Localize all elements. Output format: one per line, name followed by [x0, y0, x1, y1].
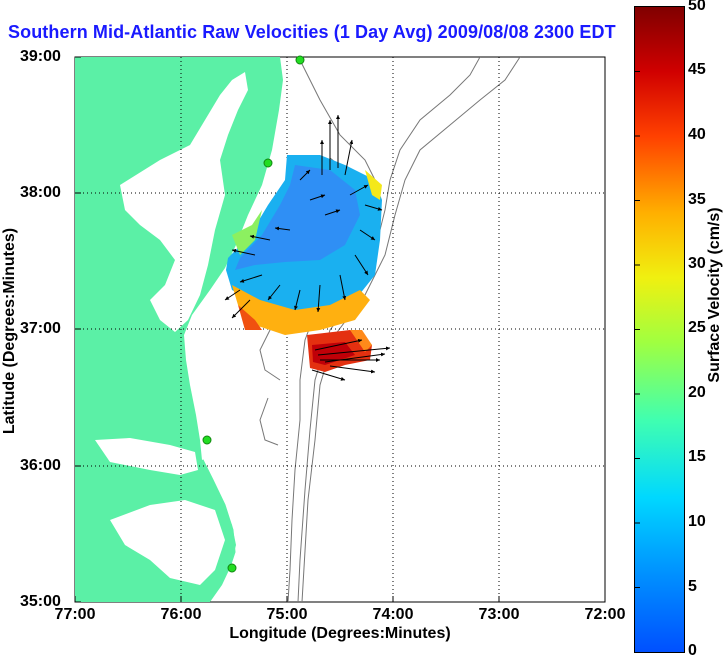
velocity-edge-south — [232, 285, 370, 335]
radar-station-marker — [227, 563, 237, 573]
colorbar-label: Surface Velocity (cm/s) — [706, 207, 723, 383]
y-tick-label: 39:00 — [20, 48, 61, 65]
colorbar-tick-label: 40 — [688, 126, 706, 143]
velocity-edge-sw — [238, 305, 262, 330]
colorbar-tick-label: 20 — [688, 384, 706, 401]
map-title: Southern Mid-Atlantic Raw Velocities (1 … — [8, 22, 616, 42]
radar-stations — [202, 55, 305, 573]
colorbar — [634, 6, 685, 653]
radar-station-marker — [263, 158, 273, 168]
x-tick-label: 73:00 — [478, 606, 520, 623]
x-tick-label: 75:00 — [266, 606, 308, 623]
radar-station-marker — [295, 55, 305, 65]
colorbar-tick-label: 5 — [688, 578, 697, 595]
outer-banks — [200, 459, 236, 571]
colorbar-tick-label: 25 — [688, 319, 706, 336]
velocity-core — [235, 165, 360, 270]
y-tick-label: 36:00 — [20, 457, 61, 474]
chesapeake-bay — [120, 72, 248, 332]
x-tick-label: 77:00 — [54, 606, 96, 623]
colorbar-tick-label: 50 — [688, 0, 706, 14]
velocity-edge-east — [365, 170, 382, 200]
x-tick-label: 76:00 — [160, 606, 202, 623]
colorbar-tick-label: 30 — [688, 255, 706, 272]
albemarle-sound — [95, 438, 198, 475]
pamlico-sound — [110, 500, 225, 585]
current-vectors — [224, 115, 391, 381]
colorbar-tick-label: 10 — [688, 513, 706, 530]
colorbar-gradient — [635, 7, 684, 652]
x-tick-label: 74:00 — [372, 606, 414, 623]
y-tick-label: 37:00 — [20, 320, 61, 337]
colorbar-tick-label: 45 — [688, 61, 706, 78]
velocity-field — [226, 155, 382, 372]
radar-station-marker — [202, 435, 212, 445]
y-tick-label: 35:00 — [20, 593, 61, 610]
x-axis-label: Longitude (Degrees:Minutes) — [229, 625, 451, 642]
colorbar-tick-label: 15 — [688, 448, 706, 465]
colorbar-tick-label: 0 — [688, 642, 697, 659]
colorbar-tick-label: 35 — [688, 191, 706, 208]
velocity-edge-west — [232, 210, 262, 255]
x-tick-label: 72:00 — [584, 606, 626, 623]
y-axis-label: Latitude (Degrees:Minutes) — [1, 227, 18, 435]
tick-marks — [74, 56, 606, 603]
y-tick-label: 38:00 — [20, 184, 61, 201]
